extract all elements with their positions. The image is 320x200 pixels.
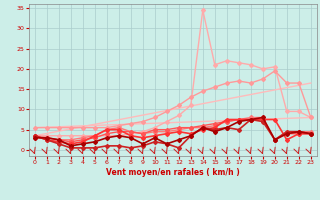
X-axis label: Vent moyen/en rafales ( km/h ): Vent moyen/en rafales ( km/h ): [106, 168, 240, 177]
